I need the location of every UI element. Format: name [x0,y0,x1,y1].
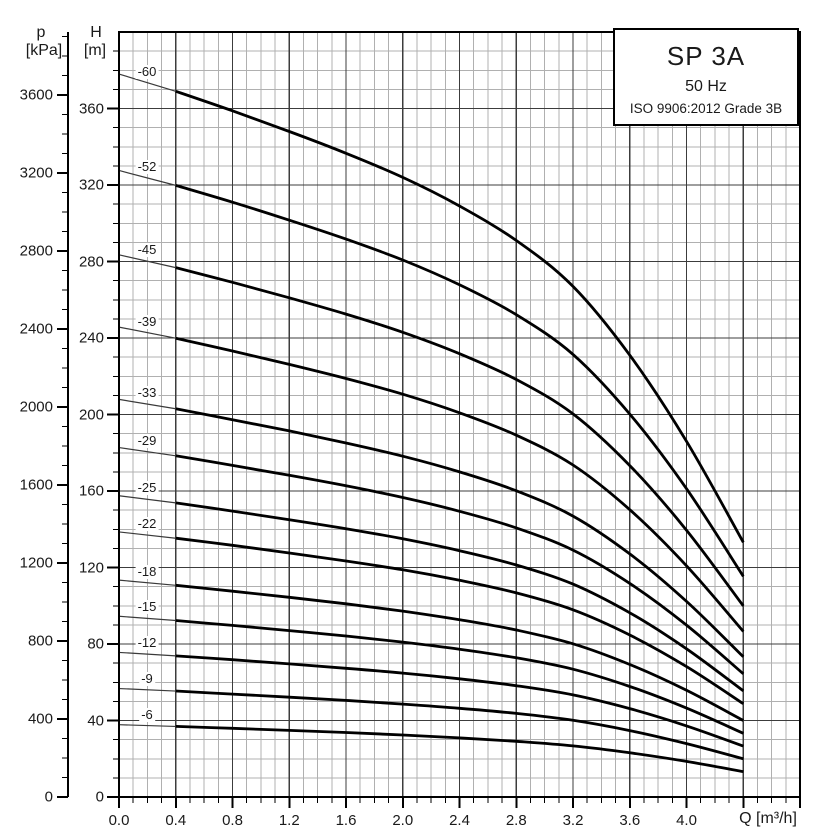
pump-curve-15-leader [118,615,176,622]
pump-curve-22 [175,536,745,705]
curve-label-60: -60 [135,63,159,79]
pump-curve-39 [175,336,745,633]
pump-curve-29 [175,454,745,675]
h-axis-tick-label: 0 [95,788,104,806]
h-axis-tick-label: 280 [78,253,104,270]
q-axis-tick-label: 1.6 [335,812,357,829]
p-axis-tick-label: 400 [27,710,53,728]
p-axis-tick-label: 3600 [19,86,53,104]
q-axis-tick-label: 2.8 [505,812,527,829]
pump-curve-33 [175,407,745,658]
frequency-label: 50 Hz [685,78,727,95]
pump-curve-18 [175,583,744,722]
q-axis-tick-label: 3.2 [562,812,584,829]
pump-curve-12-leader [118,651,176,657]
pressure-axis-symbol: p [36,24,46,41]
head-axis-unit: [m] [83,42,107,59]
p-axis-tick-label: 3200 [19,164,53,182]
q-axis-tick-label: 0.4 [165,812,187,829]
h-axis-tick-label: 360 [78,100,104,117]
pump-curve-29-leader [118,446,176,457]
q-axis-tick-label: 4.0 [676,812,697,829]
pressure-axis-unit: [kPa] [25,42,63,59]
flow-axis-label: Q [m³/h] [739,810,797,827]
pump-curve-52 [175,184,745,578]
pump-curve-60 [175,89,745,543]
curve-label-6: -6 [139,706,155,722]
pump-curve-45 [175,266,745,607]
pump-curve-39-leader [118,326,176,339]
h-axis-tick-label: 160 [78,482,104,500]
h-axis-tick-label: 80 [87,635,104,653]
h-axis-tick-label: 320 [78,176,104,194]
pump-curve-9-leader [118,687,176,692]
pump-curve-52-leader [118,169,176,186]
q-axis-tick-label: 0.8 [222,812,243,829]
p-axis-tick-label: 800 [27,632,53,650]
pump-curve-33-leader [118,398,176,410]
curve-label-12: -12 [135,635,159,651]
h-axis-tick-label: 40 [87,712,104,729]
curve-label-15: -15 [135,599,159,615]
p-axis-tick-label: 2000 [19,398,53,416]
p-axis-tick-label: 0 [44,788,53,806]
pump-curve-15 [175,619,744,735]
iso-standard-label: ISO 9906:2012 Grade 3B [629,101,783,116]
curve-label-52: -52 [135,158,159,174]
curve-label-22: -22 [135,516,159,532]
q-axis-tick-label: 3.6 [619,812,641,829]
q-axis-tick-label: 2.4 [449,812,470,829]
pump-curve-25 [175,501,745,693]
pump-curve-6-leader [118,724,176,728]
curve-label-45: -45 [135,242,159,258]
curve-label-9: -9 [139,670,155,686]
q-axis-tick-label: 1.2 [278,812,300,829]
h-axis-tick-label: 240 [78,329,104,347]
curve-label-29: -29 [135,432,159,448]
pump-curve-60-leader [118,73,176,92]
curve-label-33: -33 [135,385,159,401]
pump-curve-25-leader [118,495,176,504]
pump-curve-22-leader [118,531,176,539]
pump-curve-12 [175,654,744,748]
p-axis-tick-label: 1200 [19,554,53,572]
pump-curve-18-leader [118,579,176,586]
pump-curve-6 [175,725,744,773]
q-axis-tick-label: 0.0 [108,812,130,829]
title-box: SP 3A 50 Hz ISO 9906:2012 Grade 3B [613,28,799,126]
p-axis-tick-label: 1600 [19,476,53,494]
p-axis-tick-label: 2800 [19,242,53,260]
curve-label-25: -25 [135,480,159,496]
h-axis-tick-label: 200 [78,406,104,423]
pump-curve-9 [175,689,744,761]
p-axis-tick-label: 2400 [19,320,53,338]
head-axis-symbol: H [90,24,102,41]
curve-label-39: -39 [135,313,159,329]
pump-model-title: SP 3A [666,41,746,71]
pump-curve-45-leader [118,254,176,269]
h-axis-tick-label: 120 [78,559,104,576]
curve-label-18: -18 [135,563,159,579]
q-axis-tick-label: 2.0 [392,812,414,829]
